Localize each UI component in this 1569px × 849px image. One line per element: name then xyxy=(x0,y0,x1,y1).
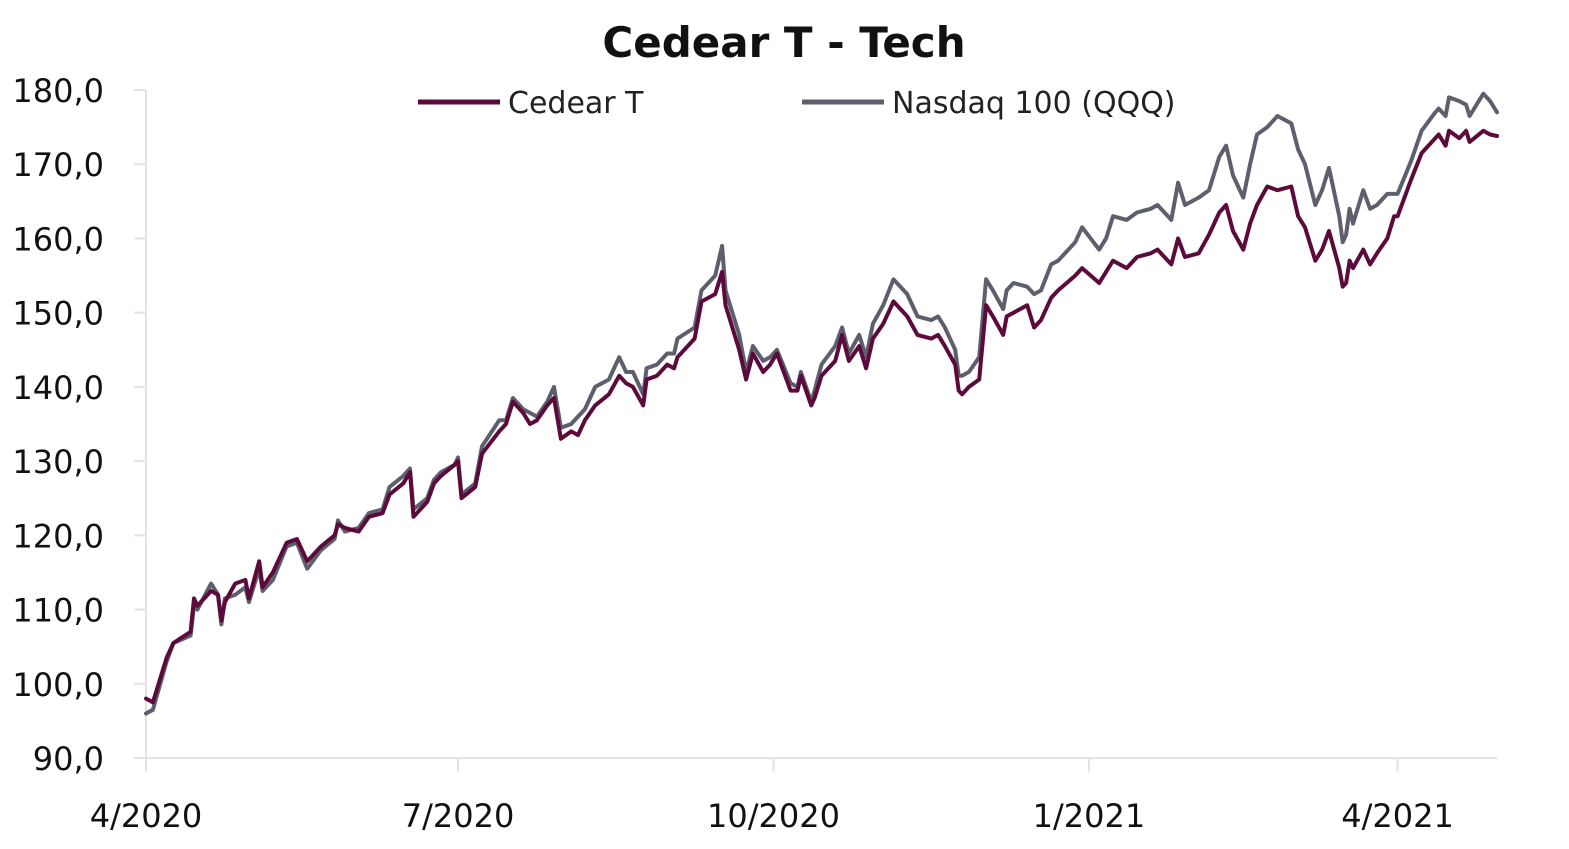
y-tick-label: 90,0 xyxy=(33,740,104,778)
y-axis: 90,0 100,0 110,0 120,0 130,0 140,0 150,0 160,0 1… xyxy=(12,72,147,778)
x-tick-label: 4/2020 xyxy=(90,797,203,835)
y-tick-label: 160,0 xyxy=(12,220,104,258)
series-line-cedear xyxy=(144,128,1499,705)
x-tick-label: 4/2021 xyxy=(1341,797,1454,835)
chart-title: Cedear T - Tech xyxy=(602,18,965,67)
y-tick-label: 100,0 xyxy=(12,666,104,704)
x-axis: 4/2020 7/2020 10/2020 1/2021 4/2021 xyxy=(90,757,1497,835)
x-tick-label: 1/2021 xyxy=(1033,797,1146,835)
x-tick-label: 7/2020 xyxy=(402,797,515,835)
y-tick-label: 140,0 xyxy=(12,369,104,407)
legend: Cedear T Nasdaq 100 (QQQ) xyxy=(418,86,1176,121)
y-tick-label: 120,0 xyxy=(12,517,104,555)
y-tick-label: 150,0 xyxy=(12,295,104,333)
legend-label-qqq: Nasdaq 100 (QQQ) xyxy=(892,86,1176,121)
y-tick-label: 180,0 xyxy=(12,72,104,110)
series-line-qqq xyxy=(144,91,1499,716)
series-layer xyxy=(144,91,1499,716)
y-tick-label: 110,0 xyxy=(12,592,104,630)
y-tick-label: 170,0 xyxy=(12,146,104,184)
legend-label-cedear: Cedear T xyxy=(508,86,644,121)
y-tick-label: 130,0 xyxy=(12,443,104,481)
x-tick-label: 10/2020 xyxy=(707,797,840,835)
